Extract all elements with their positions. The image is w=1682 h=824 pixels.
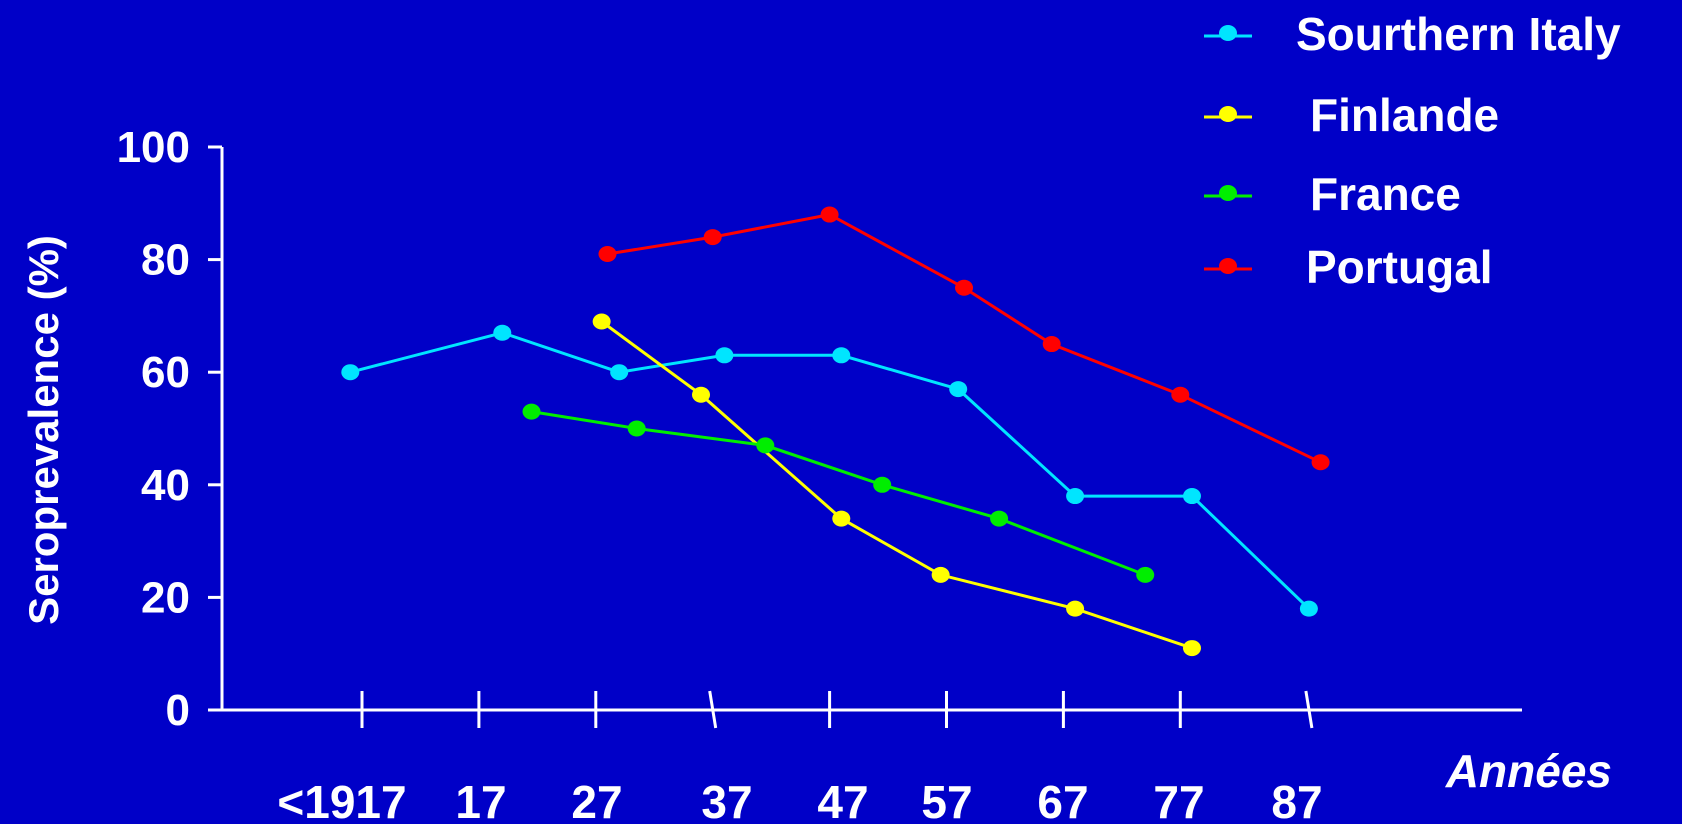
legend-label: Finlande: [1310, 89, 1499, 141]
y-tick-label: 60: [141, 348, 190, 397]
x-ticks: <1917 17 27 37 47 57 67 77 87: [277, 690, 1323, 824]
data-point: [949, 381, 968, 398]
data-point: [832, 510, 851, 527]
legend-label: Portugal: [1306, 241, 1493, 293]
series-0: [341, 324, 1318, 617]
x-tick-mark: [708, 690, 718, 729]
series-3: [598, 206, 1330, 471]
series-group: [341, 206, 1330, 657]
data-point: [715, 347, 734, 364]
data-point: [627, 420, 646, 437]
legend: Sourthern Italy Finlande France Portugal: [1204, 8, 1621, 293]
data-point: [1299, 600, 1318, 617]
data-point: [873, 476, 892, 493]
legend-swatch-marker: [1219, 185, 1237, 201]
series-1: [592, 313, 1201, 657]
data-point: [598, 245, 617, 262]
y-ticks: 0 20 40 60 80 100: [117, 123, 222, 735]
data-point: [1066, 488, 1085, 505]
data-point: [1182, 640, 1201, 657]
data-point: [341, 364, 360, 381]
y-axis-label: Seroprevalence (%): [20, 235, 67, 625]
x-tick-label: 17: [455, 776, 506, 824]
x-tick-label: 77: [1153, 776, 1204, 824]
legend-label: Sourthern Italy: [1296, 8, 1621, 60]
series-line: [600, 320, 1193, 650]
data-point: [1066, 600, 1085, 617]
x-tick-label: 47: [817, 776, 868, 824]
data-point: [610, 364, 629, 381]
legend-item: France: [1204, 168, 1461, 220]
data-point: [1136, 566, 1155, 583]
data-point: [692, 386, 711, 403]
x-tick-label: 27: [571, 776, 622, 824]
y-tick-label: 20: [141, 573, 190, 622]
legend-label: France: [1310, 168, 1461, 220]
data-point: [955, 279, 974, 296]
series-line: [349, 331, 1310, 610]
x-tick-label: 87: [1271, 776, 1322, 824]
series-2: [522, 403, 1155, 583]
data-point: [756, 437, 775, 454]
data-point: [1171, 386, 1190, 403]
y-tick-label: 80: [141, 236, 190, 285]
data-point: [703, 229, 722, 246]
x-tick-label: <1917: [277, 776, 406, 824]
axes: [220, 147, 1522, 712]
series-line: [607, 213, 1322, 464]
data-point: [1042, 336, 1061, 353]
legend-item: Sourthern Italy: [1204, 8, 1621, 60]
x-tick-label: 67: [1037, 776, 1088, 824]
data-point: [990, 510, 1009, 527]
x-tick-label: 57: [921, 776, 972, 824]
data-point: [493, 324, 512, 341]
x-tick-mark: [1304, 690, 1314, 729]
data-point: [592, 313, 611, 330]
legend-item: Finlande: [1204, 89, 1499, 141]
x-axis-label: Années: [1445, 745, 1612, 797]
y-tick-label: 100: [117, 123, 190, 172]
x-tick-label: 37: [701, 776, 752, 824]
data-point: [832, 347, 851, 364]
data-point: [931, 566, 950, 583]
data-point: [820, 206, 839, 223]
data-point: [1311, 454, 1330, 471]
legend-swatch-marker: [1219, 258, 1237, 274]
series-line: [531, 410, 1146, 577]
legend-swatch-marker: [1219, 106, 1237, 122]
data-point: [522, 403, 541, 420]
y-tick-label: 0: [166, 686, 190, 735]
legend-swatch-marker: [1219, 25, 1237, 41]
y-tick-label: 40: [141, 461, 190, 510]
data-point: [1182, 488, 1201, 505]
legend-item: Portugal: [1204, 241, 1493, 293]
